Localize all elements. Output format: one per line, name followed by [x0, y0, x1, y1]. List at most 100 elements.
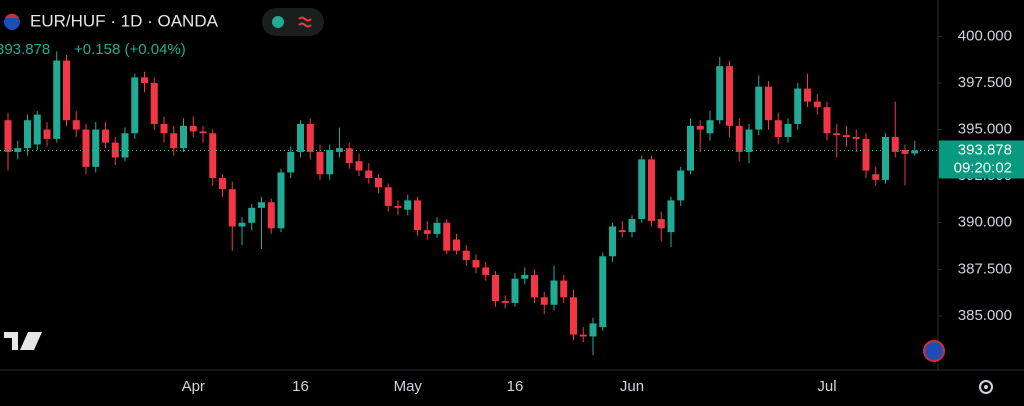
candle-body — [414, 200, 421, 231]
candle-body — [570, 297, 577, 335]
candle-body — [141, 77, 148, 83]
delay-icon — [298, 16, 312, 28]
candle-body — [131, 77, 139, 134]
candle-body — [111, 142, 119, 158]
candle-body — [794, 88, 802, 124]
candle-body — [404, 200, 412, 210]
symbol-flag-top — [5, 13, 19, 18]
candle-body — [726, 66, 733, 126]
candle-body — [82, 129, 90, 167]
y-tick-label: 385.000 — [958, 307, 1012, 324]
candle-body — [687, 125, 694, 171]
candle-body — [696, 125, 704, 130]
y-tick-label: 390.000 — [958, 214, 1012, 231]
currency-badge[interactable] — [923, 340, 945, 362]
last-price-label: 393.878 — [958, 141, 1012, 158]
candle-body — [219, 178, 226, 190]
candle-body — [4, 120, 12, 152]
candle-body — [121, 133, 129, 158]
market-open-dot — [272, 16, 284, 28]
x-tick-label: Apr — [182, 378, 205, 395]
logo[interactable] — [4, 332, 42, 350]
candle-body — [316, 151, 324, 175]
candle-body — [648, 159, 655, 221]
plot-area — [4, 51, 919, 356]
candle-body — [209, 133, 217, 179]
candle-body — [297, 123, 304, 152]
x-tick-label: Jun — [620, 378, 644, 395]
x-tick-label: Jul — [817, 378, 836, 395]
symbol-title[interactable]: EUR/HUF · 1D · OANDA — [30, 11, 219, 30]
countdown: 09:20:02 — [954, 159, 1012, 176]
candle-body — [716, 66, 724, 121]
candle-body — [258, 202, 265, 208]
settings-icon-center — [984, 385, 988, 389]
candle-body — [667, 200, 675, 233]
last-price: 393.878 — [0, 41, 50, 58]
candle-body — [43, 129, 51, 139]
candle-body — [765, 86, 772, 121]
candle-body — [521, 274, 529, 279]
candle-body — [102, 129, 109, 143]
candle-body — [462, 250, 470, 261]
last-price-tag — [939, 140, 1024, 179]
candle-body — [804, 88, 811, 102]
candle-body — [394, 205, 402, 208]
candle-body — [540, 297, 548, 305]
candle-body — [170, 133, 178, 149]
y-tick-label: 400.000 — [958, 27, 1012, 44]
candle-body — [63, 60, 70, 121]
candle-body — [833, 133, 841, 136]
candle-body — [189, 125, 197, 132]
candle-body — [72, 120, 80, 130]
x-tick-label: 16 — [292, 378, 309, 395]
status-pill[interactable] — [262, 8, 324, 36]
candle-body — [657, 219, 665, 229]
candle-body — [560, 280, 568, 298]
candle-body — [248, 207, 256, 223]
candle-body — [355, 161, 363, 171]
candle-body — [745, 129, 753, 152]
candle-body — [453, 239, 460, 251]
candle-body — [228, 189, 236, 227]
x-tick-label: 16 — [507, 378, 524, 395]
candle-body — [589, 323, 597, 337]
candle-body — [862, 138, 870, 171]
candle-body — [852, 137, 860, 139]
candle-body — [199, 131, 207, 134]
candle-body — [706, 120, 714, 134]
candle-body — [813, 101, 821, 108]
candle-body — [755, 86, 763, 130]
candle-body — [882, 137, 889, 180]
candle-body — [287, 151, 295, 173]
x-tick-label: May — [394, 378, 423, 395]
settings-icon[interactable] — [979, 380, 993, 394]
candle-body — [599, 256, 607, 328]
candle-body — [336, 148, 343, 152]
candle-body — [872, 174, 880, 180]
candle-body — [511, 278, 519, 303]
y-tick-label: 397.500 — [958, 74, 1012, 91]
candle-body — [443, 222, 451, 251]
candle-body — [618, 230, 626, 233]
candle-body — [345, 148, 353, 164]
candle-body — [579, 334, 587, 337]
candle-body — [92, 129, 100, 167]
candle-body — [267, 202, 275, 229]
candle-body — [774, 120, 782, 138]
candle-body — [33, 114, 41, 145]
candle-body — [823, 107, 831, 134]
candle-body — [326, 150, 334, 175]
candle-body — [53, 60, 61, 139]
candle-body — [550, 280, 558, 305]
candle-body — [384, 187, 392, 206]
candle-body — [14, 148, 22, 152]
candle-body — [180, 125, 187, 149]
candle-body — [911, 150, 919, 154]
candle-body — [501, 301, 509, 303]
candle-body — [306, 123, 314, 152]
candle-body — [150, 82, 158, 124]
candle-body — [433, 222, 441, 234]
